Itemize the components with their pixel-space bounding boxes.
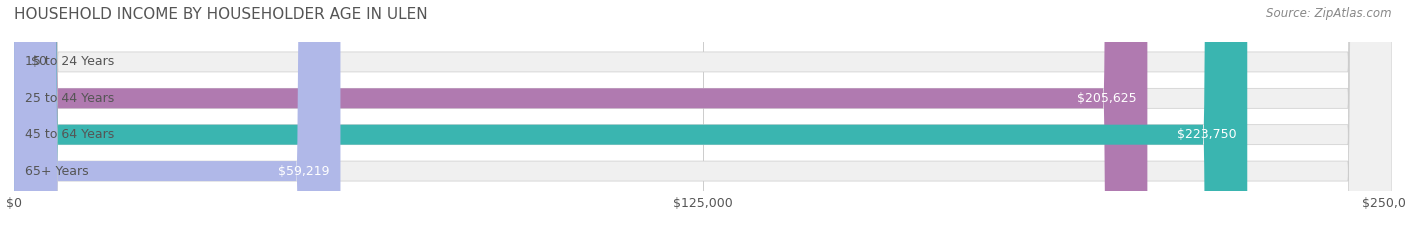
FancyBboxPatch shape <box>14 0 340 233</box>
Text: $205,625: $205,625 <box>1077 92 1136 105</box>
FancyBboxPatch shape <box>14 0 1392 233</box>
Text: Source: ZipAtlas.com: Source: ZipAtlas.com <box>1267 7 1392 20</box>
FancyBboxPatch shape <box>14 0 1392 233</box>
Text: HOUSEHOLD INCOME BY HOUSEHOLDER AGE IN ULEN: HOUSEHOLD INCOME BY HOUSEHOLDER AGE IN U… <box>14 7 427 22</box>
FancyBboxPatch shape <box>14 0 1247 233</box>
FancyBboxPatch shape <box>14 0 1392 233</box>
FancyBboxPatch shape <box>14 0 1392 233</box>
Text: $0: $0 <box>31 55 46 69</box>
Text: 15 to 24 Years: 15 to 24 Years <box>25 55 114 69</box>
Text: 45 to 64 Years: 45 to 64 Years <box>25 128 114 141</box>
FancyBboxPatch shape <box>14 0 1147 233</box>
Text: 25 to 44 Years: 25 to 44 Years <box>25 92 114 105</box>
Text: $59,219: $59,219 <box>278 164 329 178</box>
Text: 65+ Years: 65+ Years <box>25 164 89 178</box>
Text: $223,750: $223,750 <box>1177 128 1236 141</box>
